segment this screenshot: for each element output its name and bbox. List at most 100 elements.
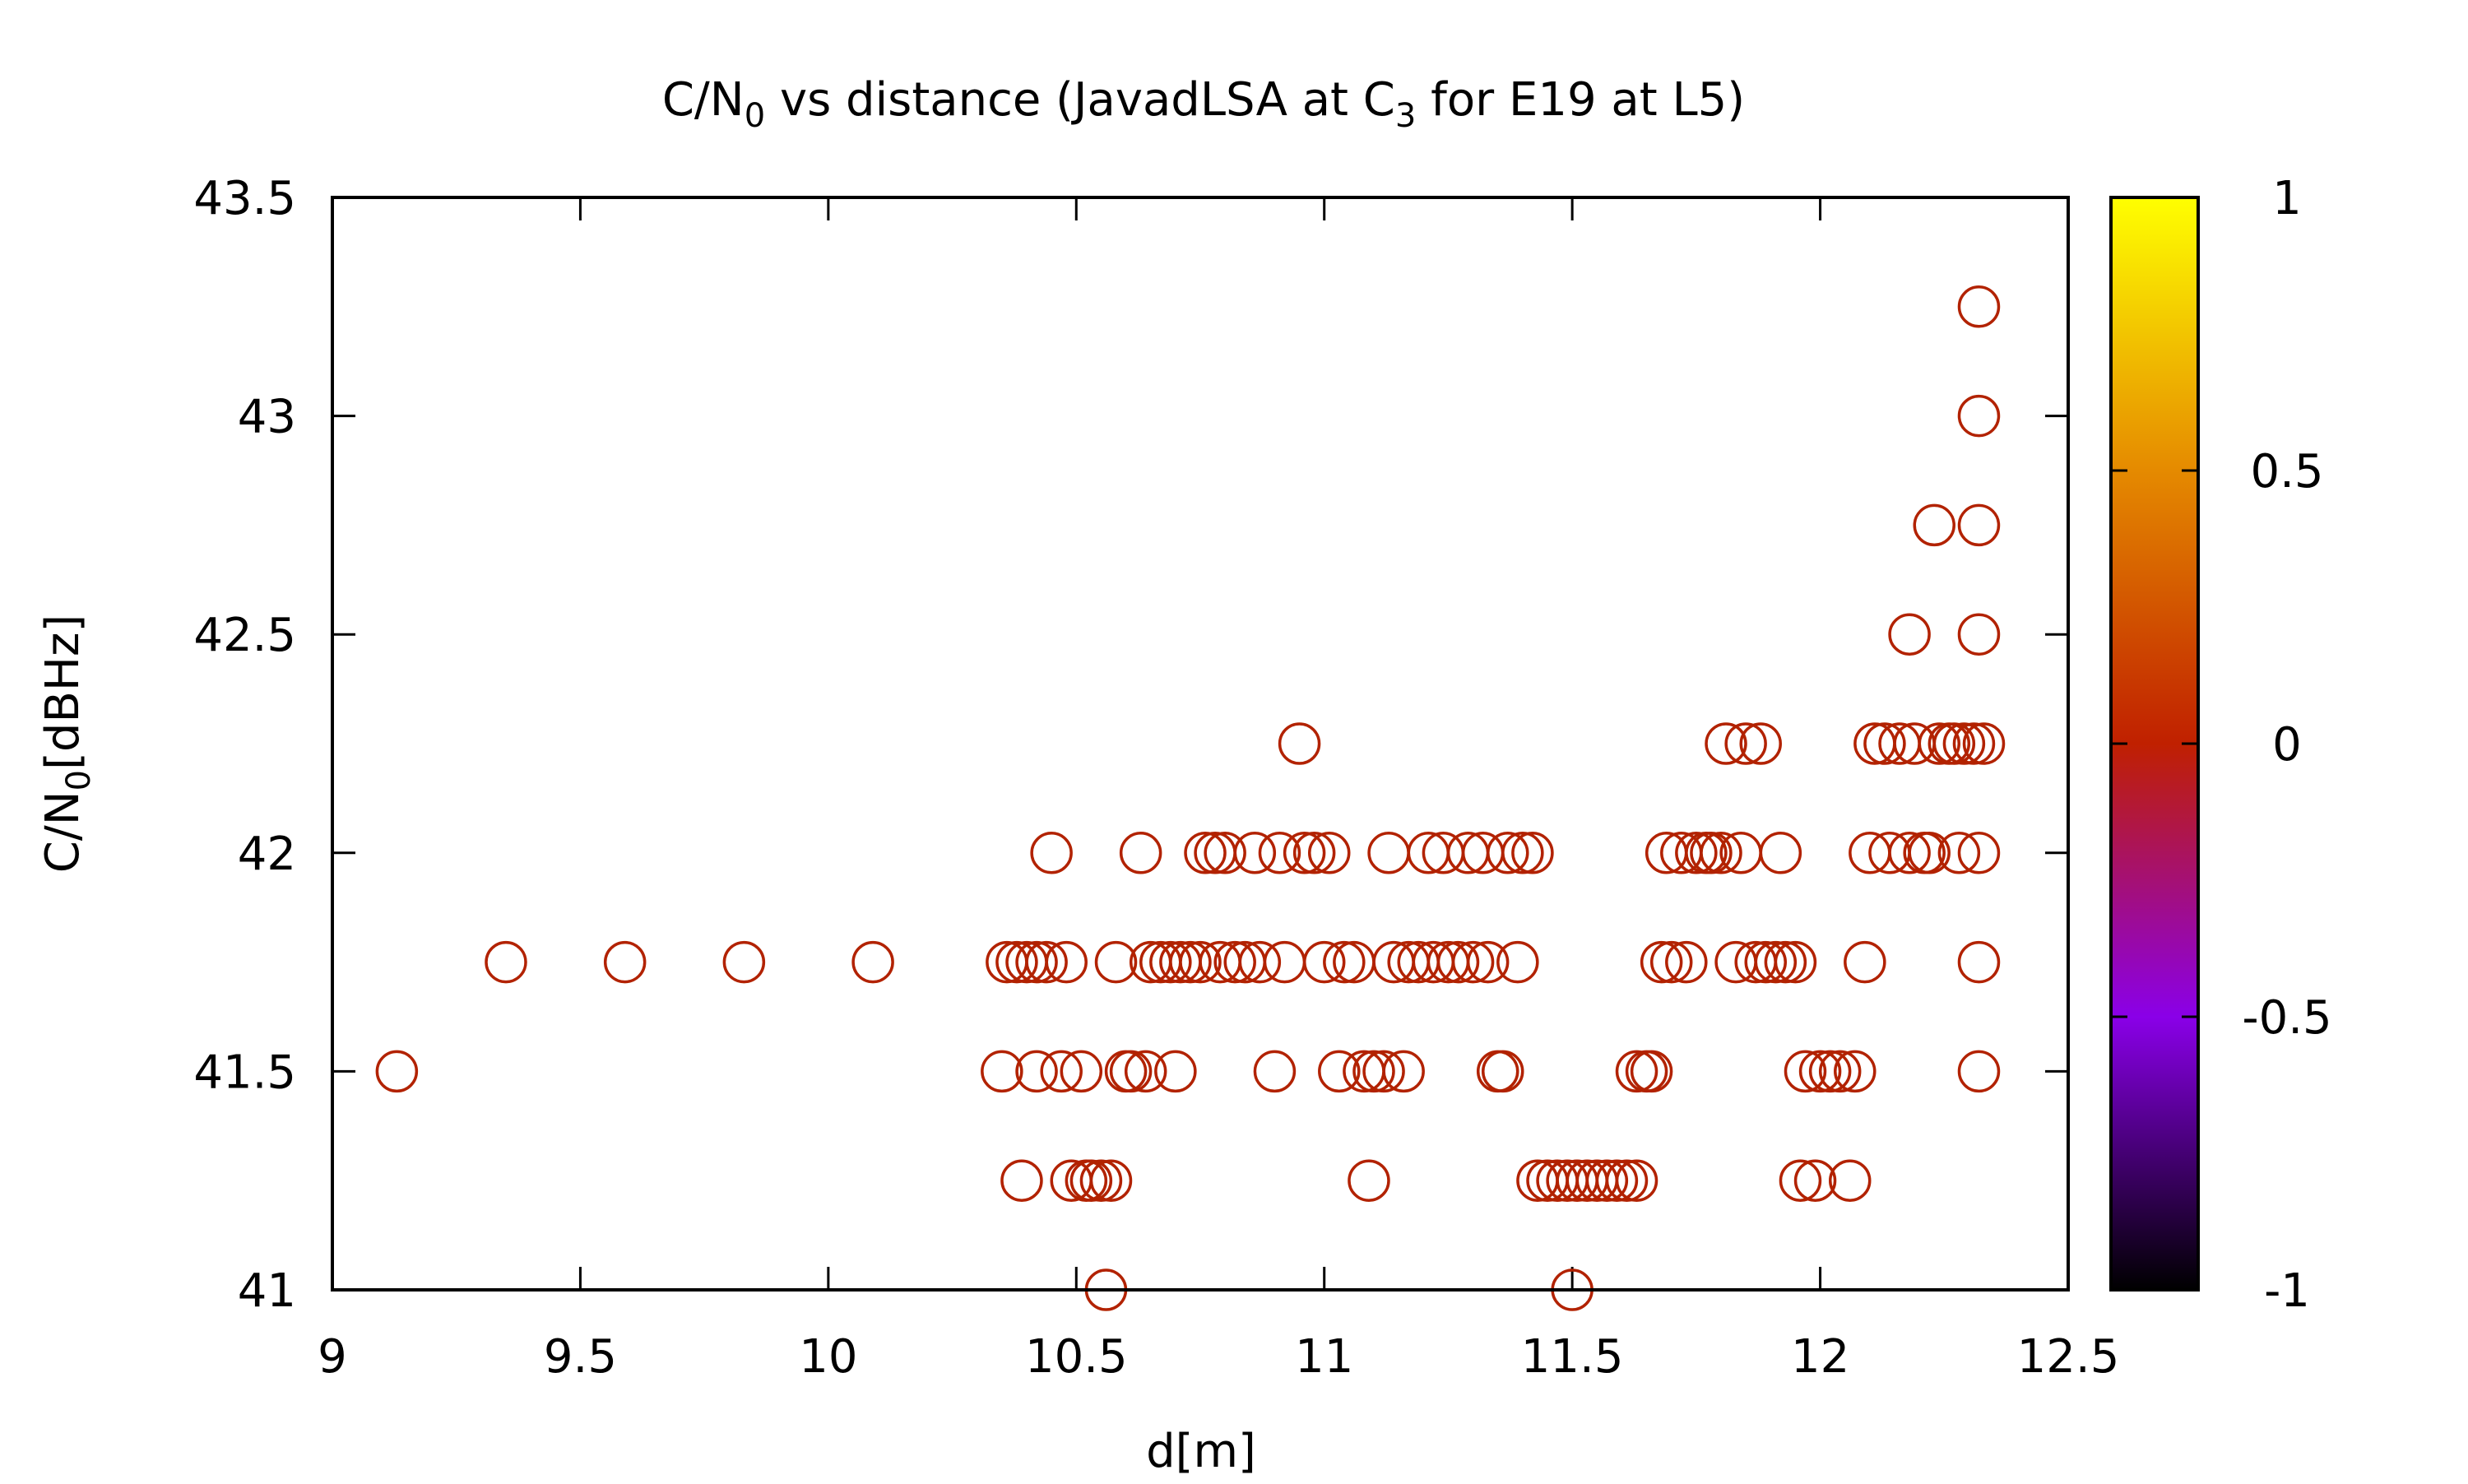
- data-point: [1700, 832, 1742, 874]
- data-point: [1015, 940, 1058, 984]
- data-point: [1362, 1050, 1405, 1093]
- data-point: [1798, 1050, 1842, 1093]
- data-point: [1834, 1050, 1877, 1093]
- data-point: [375, 1050, 419, 1093]
- data-point: [1258, 832, 1301, 874]
- colorbar-tick-label: 1: [2272, 172, 2302, 225]
- data-point: [1665, 940, 1708, 984]
- x-tick-label: 10: [799, 1330, 857, 1384]
- y-tick-label: 41: [238, 1264, 296, 1318]
- x-tick-label: 12: [1791, 1330, 1849, 1384]
- data-point: [1109, 1050, 1153, 1093]
- x-tick-label: 12.5: [2017, 1330, 2120, 1384]
- data-point: [1263, 940, 1306, 984]
- data-point: [1942, 722, 1986, 765]
- data-point: [1089, 1159, 1133, 1202]
- data-point: [1739, 722, 1782, 765]
- data-point: [1045, 940, 1088, 984]
- data-point: [1307, 832, 1351, 874]
- data-point: [1675, 832, 1718, 874]
- data-point: [1908, 832, 1951, 874]
- data-point: [1957, 940, 2001, 984]
- data-point: [1918, 722, 1961, 765]
- data-point: [1079, 1159, 1123, 1202]
- x-tick-label: 10.5: [1025, 1330, 1128, 1384]
- data-point: [981, 1050, 1023, 1093]
- data-point: [1511, 832, 1554, 874]
- y-tick-label: 43: [238, 391, 296, 444]
- x-tick-label: 11: [1295, 1330, 1353, 1384]
- data-point: [1630, 1050, 1673, 1093]
- data-point: [1863, 722, 1906, 765]
- data-point: [1094, 940, 1138, 984]
- data-point: [1154, 1050, 1197, 1093]
- data-point: [1774, 940, 1817, 984]
- data-point: [722, 940, 766, 984]
- data-point: [1818, 1050, 1862, 1093]
- data-point: [1744, 940, 1788, 984]
- data-point: [1382, 1050, 1425, 1093]
- data-point: [1487, 832, 1529, 874]
- y-tick-labels: 41 41.5 42 42.5 43 43.5: [193, 172, 296, 1318]
- data-point: [1367, 832, 1410, 874]
- data-point: [1040, 1050, 1083, 1093]
- data-point: [1292, 832, 1336, 874]
- data-point: [1888, 832, 1931, 874]
- data-point: [1784, 1050, 1827, 1093]
- data-point: [1000, 1159, 1043, 1202]
- x-tick-label: 9.5: [544, 1330, 617, 1384]
- colorbar-tick-label: -1: [2264, 1264, 2310, 1318]
- data-point: [1124, 1050, 1167, 1093]
- plot-frame: [331, 196, 2070, 1292]
- x-tick-label: 11.5: [1521, 1330, 1624, 1384]
- data-point: [1957, 285, 2001, 328]
- colorbar-tick-label: 0: [2272, 718, 2302, 772]
- data-point: [1496, 940, 1539, 984]
- axis-ticks: [331, 196, 2070, 1292]
- data-point: [1179, 940, 1222, 984]
- data-point: [1025, 940, 1068, 984]
- x-axis-label: d[m]: [1146, 1425, 1256, 1478]
- data-point: [851, 940, 894, 984]
- data-point: [1585, 1159, 1629, 1202]
- data-point: [1318, 1050, 1361, 1093]
- data-point: [1119, 832, 1162, 874]
- data-point: [1932, 722, 1976, 765]
- data-point: [1754, 940, 1798, 984]
- data-point: [1184, 832, 1227, 874]
- data-point: [1957, 832, 2001, 874]
- data-point: [1640, 940, 1683, 984]
- data-point: [1501, 832, 1544, 874]
- data-point: [1808, 1050, 1852, 1093]
- data-point: [1481, 1050, 1524, 1093]
- data-point: [1615, 1050, 1658, 1093]
- data-point: [1705, 722, 1747, 765]
- data-point: [1278, 722, 1321, 765]
- colorbar-tick-label: 0.5: [2250, 445, 2323, 499]
- data-point: [1888, 613, 1931, 656]
- data-point: [1302, 940, 1346, 984]
- data-point: [1690, 832, 1733, 874]
- data-point: [1764, 940, 1807, 984]
- data-point: [1649, 940, 1693, 984]
- y-tick-label: 42.5: [193, 609, 296, 662]
- data-point: [1957, 503, 2001, 547]
- data-point: [1451, 940, 1495, 984]
- data-point: [1957, 394, 2001, 438]
- chart-title: C/N0 vs distance (JavadLSA at C3 for E19…: [662, 73, 1745, 135]
- data-point: [1844, 940, 1886, 984]
- data-point: [1793, 1159, 1837, 1202]
- data-point: [1937, 832, 1981, 874]
- data-point: [1352, 1050, 1395, 1093]
- y-axis-label: C/N0[dBHz]: [36, 614, 98, 873]
- y-tick-label: 43.5: [193, 172, 296, 225]
- y-tick-label: 42: [238, 828, 296, 881]
- data-point: [995, 940, 1038, 984]
- data-point: [1605, 1159, 1649, 1202]
- data-point: [1333, 940, 1375, 984]
- data-point: [1913, 503, 1955, 547]
- y-tick-label: 41.5: [193, 1046, 296, 1099]
- data-point: [1323, 940, 1366, 984]
